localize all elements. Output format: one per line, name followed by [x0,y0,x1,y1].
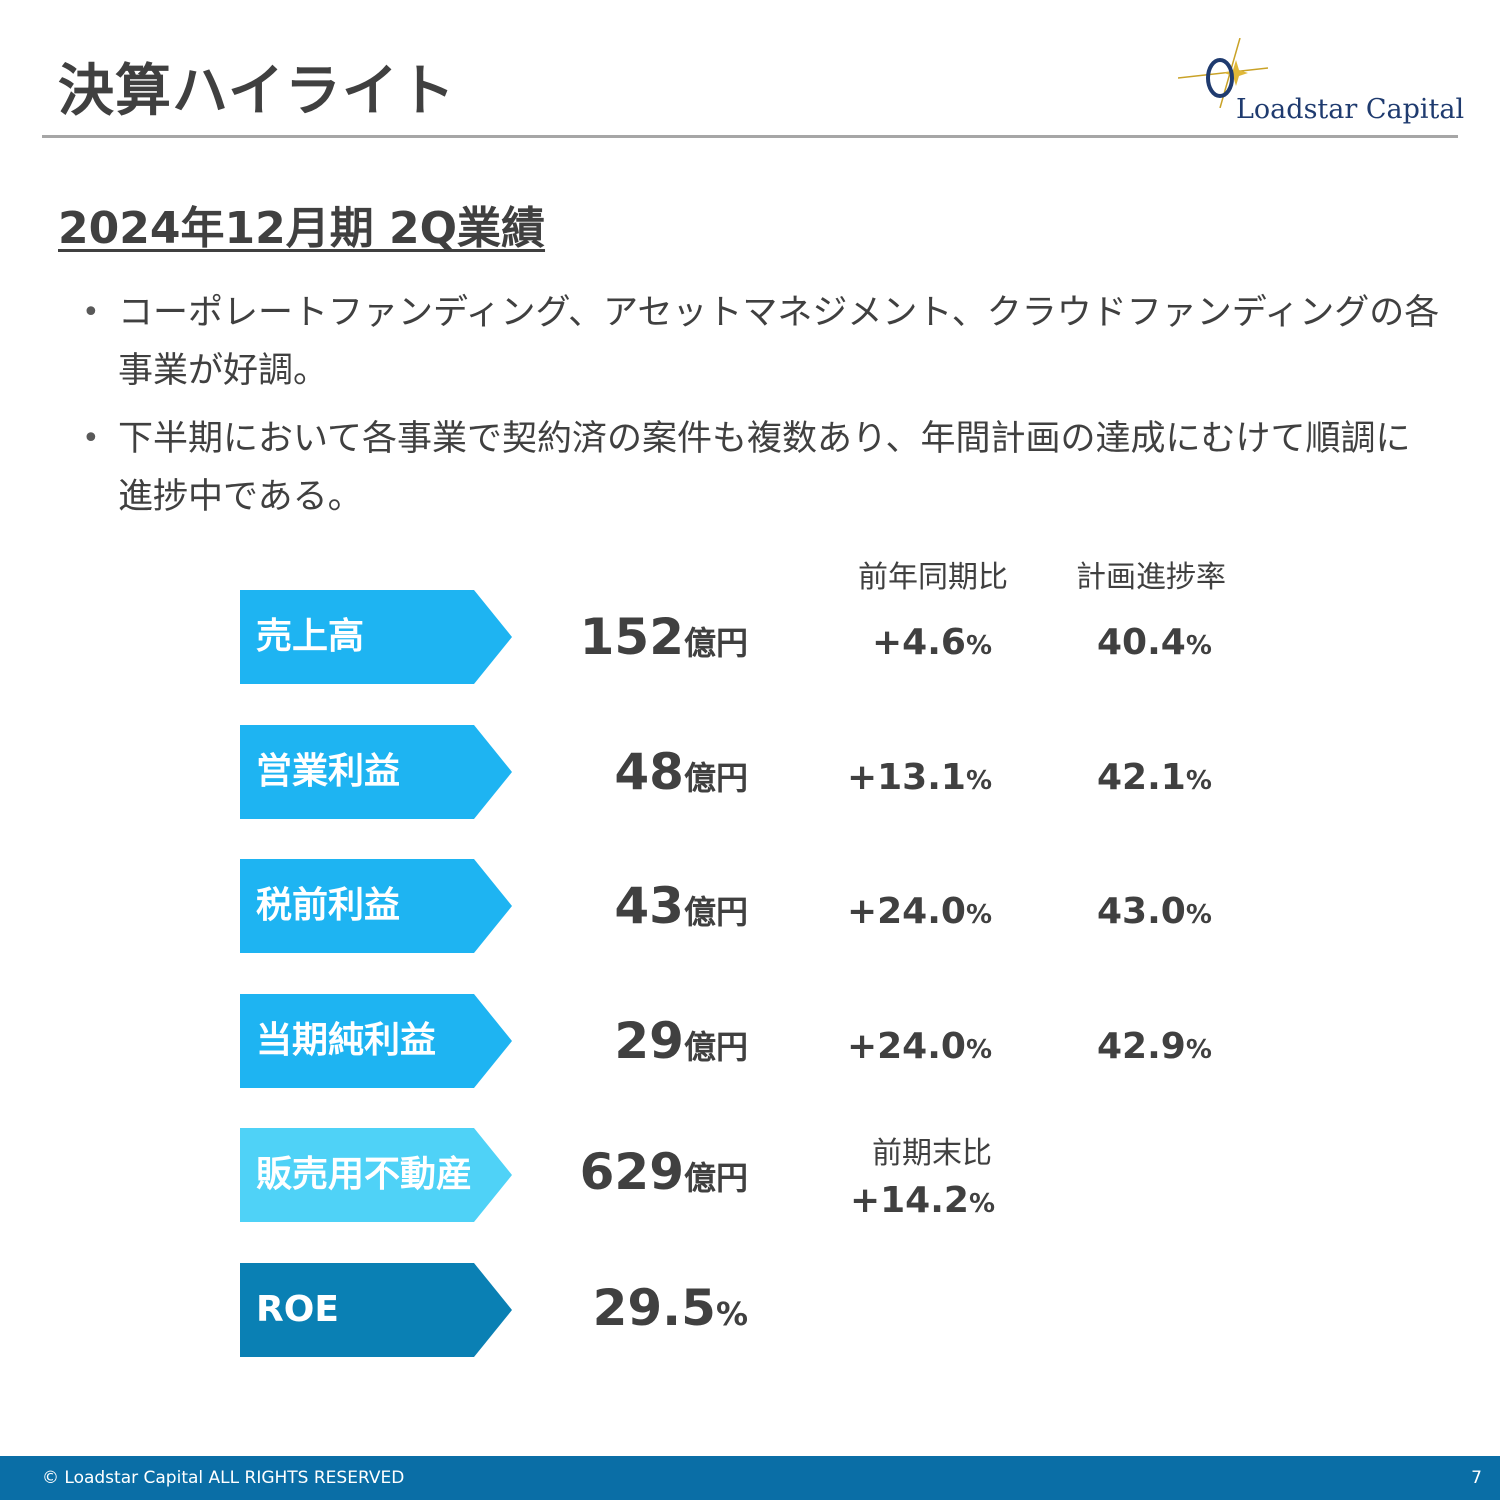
copyright-text: © Loadstar Capital ALL RIGHTS RESERVED [42,1468,405,1488]
progress-value: 40.4% [1097,622,1212,663]
bullet-list: • コーポレートファンディング、アセットマネジメント、クラウドファンディングの各… [82,284,1442,536]
metric-label-text: 当期純利益 [256,1020,437,1061]
bullet-text: 下半期において各事業で契約済の案件も複数あり、年間計画の達成にむけて順調に進捗中… [118,419,1411,517]
yoy-value: +13.1% [846,757,992,798]
column-header-progress: 計画進捗率 [1076,560,1226,595]
metric-label-text: ROE [256,1289,339,1330]
page-number: 7 [1471,1468,1482,1488]
metric-value: 629億円 [579,1143,748,1201]
company-logo: Loadstar Capital [1178,38,1468,134]
bullet-text: コーポレートファンディング、アセットマネジメント、クラウドファンディングの各事業… [118,293,1440,391]
star-emblem-icon [1178,38,1268,108]
progress-value: 42.9% [1097,1026,1212,1067]
footer-bar: © Loadstar Capital ALL RIGHTS RESERVED 7 [0,1456,1500,1500]
metric-label-revenue: 売上高 [240,590,512,684]
metric-label-operating-profit: 営業利益 [240,725,512,819]
chevron-arrow-shape [240,994,512,1088]
compare-label: 前期末比 [872,1136,992,1171]
metric-label-net-income: 当期純利益 [240,994,512,1088]
metric-label-real-estate-for-sale: 販売用不動産 [240,1128,512,1222]
yoy-value: +4.6% [872,622,992,663]
yoy-value: +24.0% [846,891,992,932]
page-title: 決算ハイライト [58,59,456,124]
logo-text: Loadstar Capital [1236,94,1465,125]
progress-value: 43.0% [1097,891,1212,932]
yoy-value: +24.0% [846,1026,992,1067]
bullet-item: • 下半期において各事業で契約済の案件も複数あり、年間計画の達成にむけて順調に進… [82,410,1442,526]
progress-value: 42.1% [1097,757,1212,798]
bullet-icon: • [82,295,100,330]
bullet-item: • コーポレートファンディング、アセットマネジメント、クラウドファンディングの各… [82,284,1442,400]
metric-value: 29億円 [614,1012,748,1070]
metric-label-pretax-profit: 税前利益 [240,859,512,953]
column-header-yoy: 前年同期比 [858,560,1008,595]
metric-label-roe: ROE [240,1263,512,1357]
chevron-arrow-shape [240,859,512,953]
metric-value: 43億円 [614,877,748,935]
metric-label-text: 販売用不動産 [256,1154,473,1195]
header-divider [42,135,1458,138]
chevron-arrow-shape [240,725,512,819]
metric-label-text: 税前利益 [256,885,401,926]
metric-value: 29.5% [592,1279,748,1337]
bullet-icon: • [82,421,100,456]
section-subtitle: 2024年12月期 2Q業績 [58,203,546,254]
chevron-arrow-shape [240,1263,512,1357]
compare-value: +14.2% [849,1180,995,1221]
metric-label-text: 売上高 [256,616,365,657]
metric-value: 152億円 [579,608,748,666]
chevron-arrow-shape [240,590,512,684]
metric-value: 48億円 [614,743,748,801]
chevron-arrow-shape [240,1128,512,1222]
metric-label-text: 営業利益 [256,751,401,792]
